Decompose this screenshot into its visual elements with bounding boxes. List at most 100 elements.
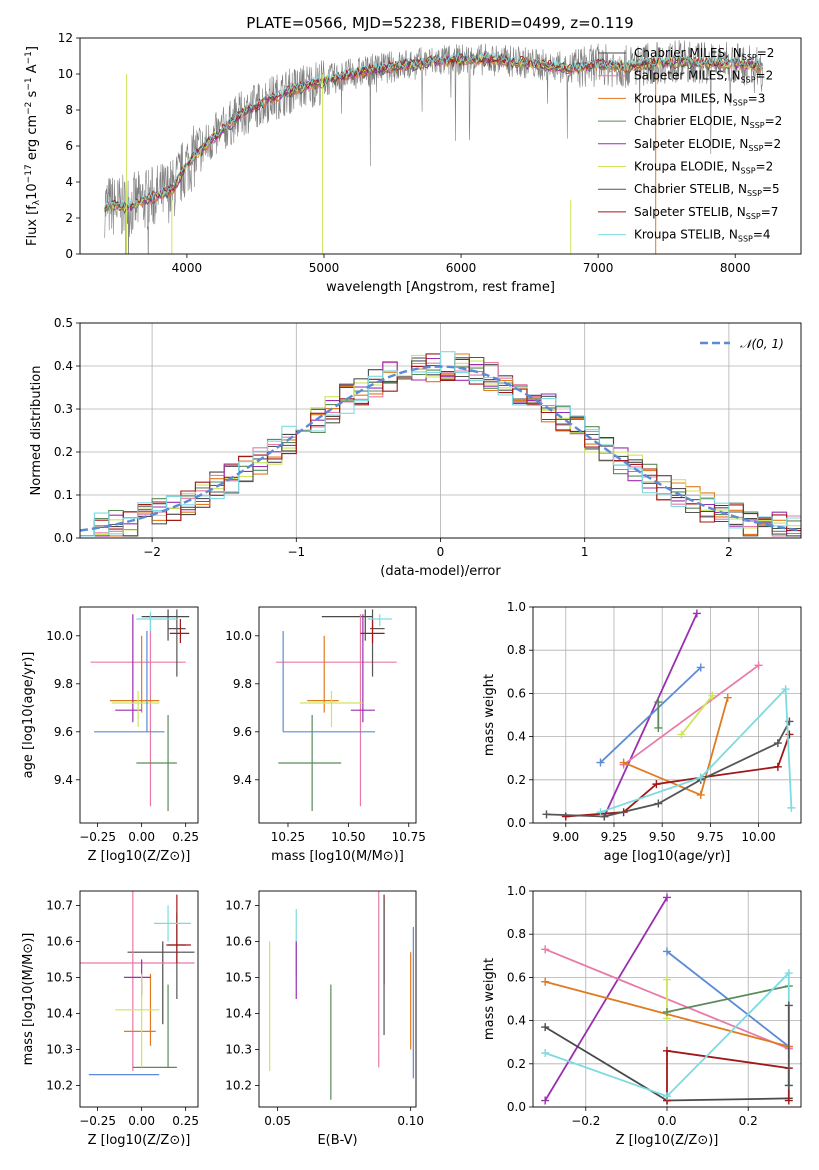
plot-area [80,351,801,537]
legend-label: Kroupa MILES, NSSP=3 [634,91,765,107]
weight-marker [663,947,671,956]
x-tick-label: 0.25 [172,1114,199,1128]
weight-marker [542,810,551,819]
axes: −0.25 0.00 0.25 10.2 10.3 10.4 10.5 10.6 10.7 Z [… [21,890,199,1148]
x-tick-label: 10.50 [331,830,365,844]
y-tick-label: 10.0 [225,629,252,643]
y-tick-label: 10.7 [46,898,73,912]
legend-label: Salpeter ELODIE, NSSP=2 [634,137,781,153]
errorbar-point [300,691,363,727]
errorbar-point [115,614,142,723]
errorbar-point [127,941,195,1025]
y-axis-label: Flux [fλ10−17 erg cm−2 s−1 A−1] [24,46,42,246]
legend-label: Kroupa ELODIE, NSSP=2 [634,160,773,176]
weight-marker [784,969,793,978]
axes-frame [532,606,802,824]
residual-histogram [80,351,801,537]
weight-marker [619,758,628,767]
plot-area [80,891,195,1076]
y-tick-label: 9.4 [233,773,252,787]
y-tick-label: 0.2 [507,773,526,787]
legend-label: 𝒩(0, 1) [740,337,784,351]
panel-residuals: −2 −1 0 1 2 0.0 0.1 0.2 0.3 0.4 0.5 (data-model)/er… [29,316,802,579]
weight-line [623,697,729,797]
x-tick-label: 0.05 [264,1114,291,1128]
y-tick-label: 0.2 [507,1057,526,1071]
y-tick-label: 0.0 [507,816,526,830]
axes-frame [258,606,417,824]
residual-legend: 𝒩(0, 1) [700,337,784,351]
model-spectrum-line [104,51,764,211]
weight-series [596,663,705,767]
errorbar-point [168,609,186,677]
errorbar-point [307,635,339,713]
errorbar-point [169,619,190,643]
y-tick-label: 10.6 [46,934,73,948]
axes: −0.2 0.0 0.2 0.0 0.2 0.4 0.6 0.8 1.0 Z [log10(Z/Z… [482,884,802,1148]
x-tick-label: 6000 [446,261,477,275]
x-tick-label: −0.25 [79,830,116,844]
weight-line [666,1049,790,1101]
spectrum-legend: Chabrier MILES, NSSP=2 Salpeter MILES, NS… [598,46,782,244]
x-tick-label: 9.00 [552,830,579,844]
axes-frame [79,37,802,255]
errorbar-point [275,614,397,807]
y-tick-label: 10.4 [46,1006,73,1020]
x-axis-label: wavelength [Angstrom, rest frame] [326,280,555,295]
y-tick-label: 0.4 [507,1014,526,1028]
y-tick-label: 10.3 [46,1042,73,1056]
y-tick-label: 0.3 [54,402,73,416]
axes-frame [79,322,802,539]
y-axis-label: mass weight [482,674,497,756]
x-tick-label: 0.00 [128,1114,155,1128]
y-tick-label: 2 [65,211,73,225]
weight-line [600,686,793,814]
weight-line [666,985,789,1013]
weight-marker [561,812,570,821]
errorbar-point [80,891,195,1071]
y-tick-label: 0.0 [54,531,73,545]
weight-line [565,734,791,818]
x-tick-label: 0.00 [128,830,155,844]
weight-marker [652,780,661,789]
y-tick-label: 10 [58,67,73,81]
errorbar-point [136,715,177,811]
y-tick-label: 0.6 [507,686,526,700]
weight-marker [663,1007,671,1016]
errorbar-point [367,614,392,627]
x-axis-label: (data-model)/error [380,564,501,579]
y-tick-label: 0.6 [507,970,526,984]
x-tick-label: 4000 [172,261,203,275]
axes: 4000 5000 6000 7000 8000 0 2 4 6 8 10 12 wavelength … [24,31,802,295]
y-axis-label: mass weight [482,958,497,1040]
weight-line [623,664,760,766]
plot-area [90,609,190,811]
weight-marker [541,1096,550,1105]
weight-marker [787,803,796,812]
errorbar-point [124,959,151,996]
y-tick-label: 9.6 [54,725,73,739]
y-tick-label: 0.5 [54,316,73,330]
plot-area [104,40,764,254]
weight-series [784,1001,793,1090]
errorbar-point [94,631,165,733]
weight-series [654,698,663,732]
errorbar-point [141,609,190,641]
errorbar-point [109,635,160,713]
x-tick-label: 9.50 [649,830,676,844]
plot-area [275,609,397,811]
weight-series [541,893,671,1105]
y-tick-label: 6 [65,139,73,153]
x-axis-label: mass [log10(M/M⊙)] [271,849,404,864]
x-tick-label: 1 [581,545,589,559]
axes-frame [79,606,199,824]
plot-area [542,609,796,821]
panel-age_vs_Z: −0.25 0.00 0.25 9.4 9.6 9.8 10.0 Z [log10(Z/Z⊙)… [21,606,199,864]
weight-marker [723,693,732,702]
x-tick-label: 8000 [720,261,751,275]
y-tick-label: 8 [65,103,73,117]
weight-marker [654,723,663,732]
panel-spectrum: 4000 5000 6000 7000 8000 0 2 4 6 8 10 12 wavelength … [24,31,802,295]
plot-area [269,891,414,1100]
